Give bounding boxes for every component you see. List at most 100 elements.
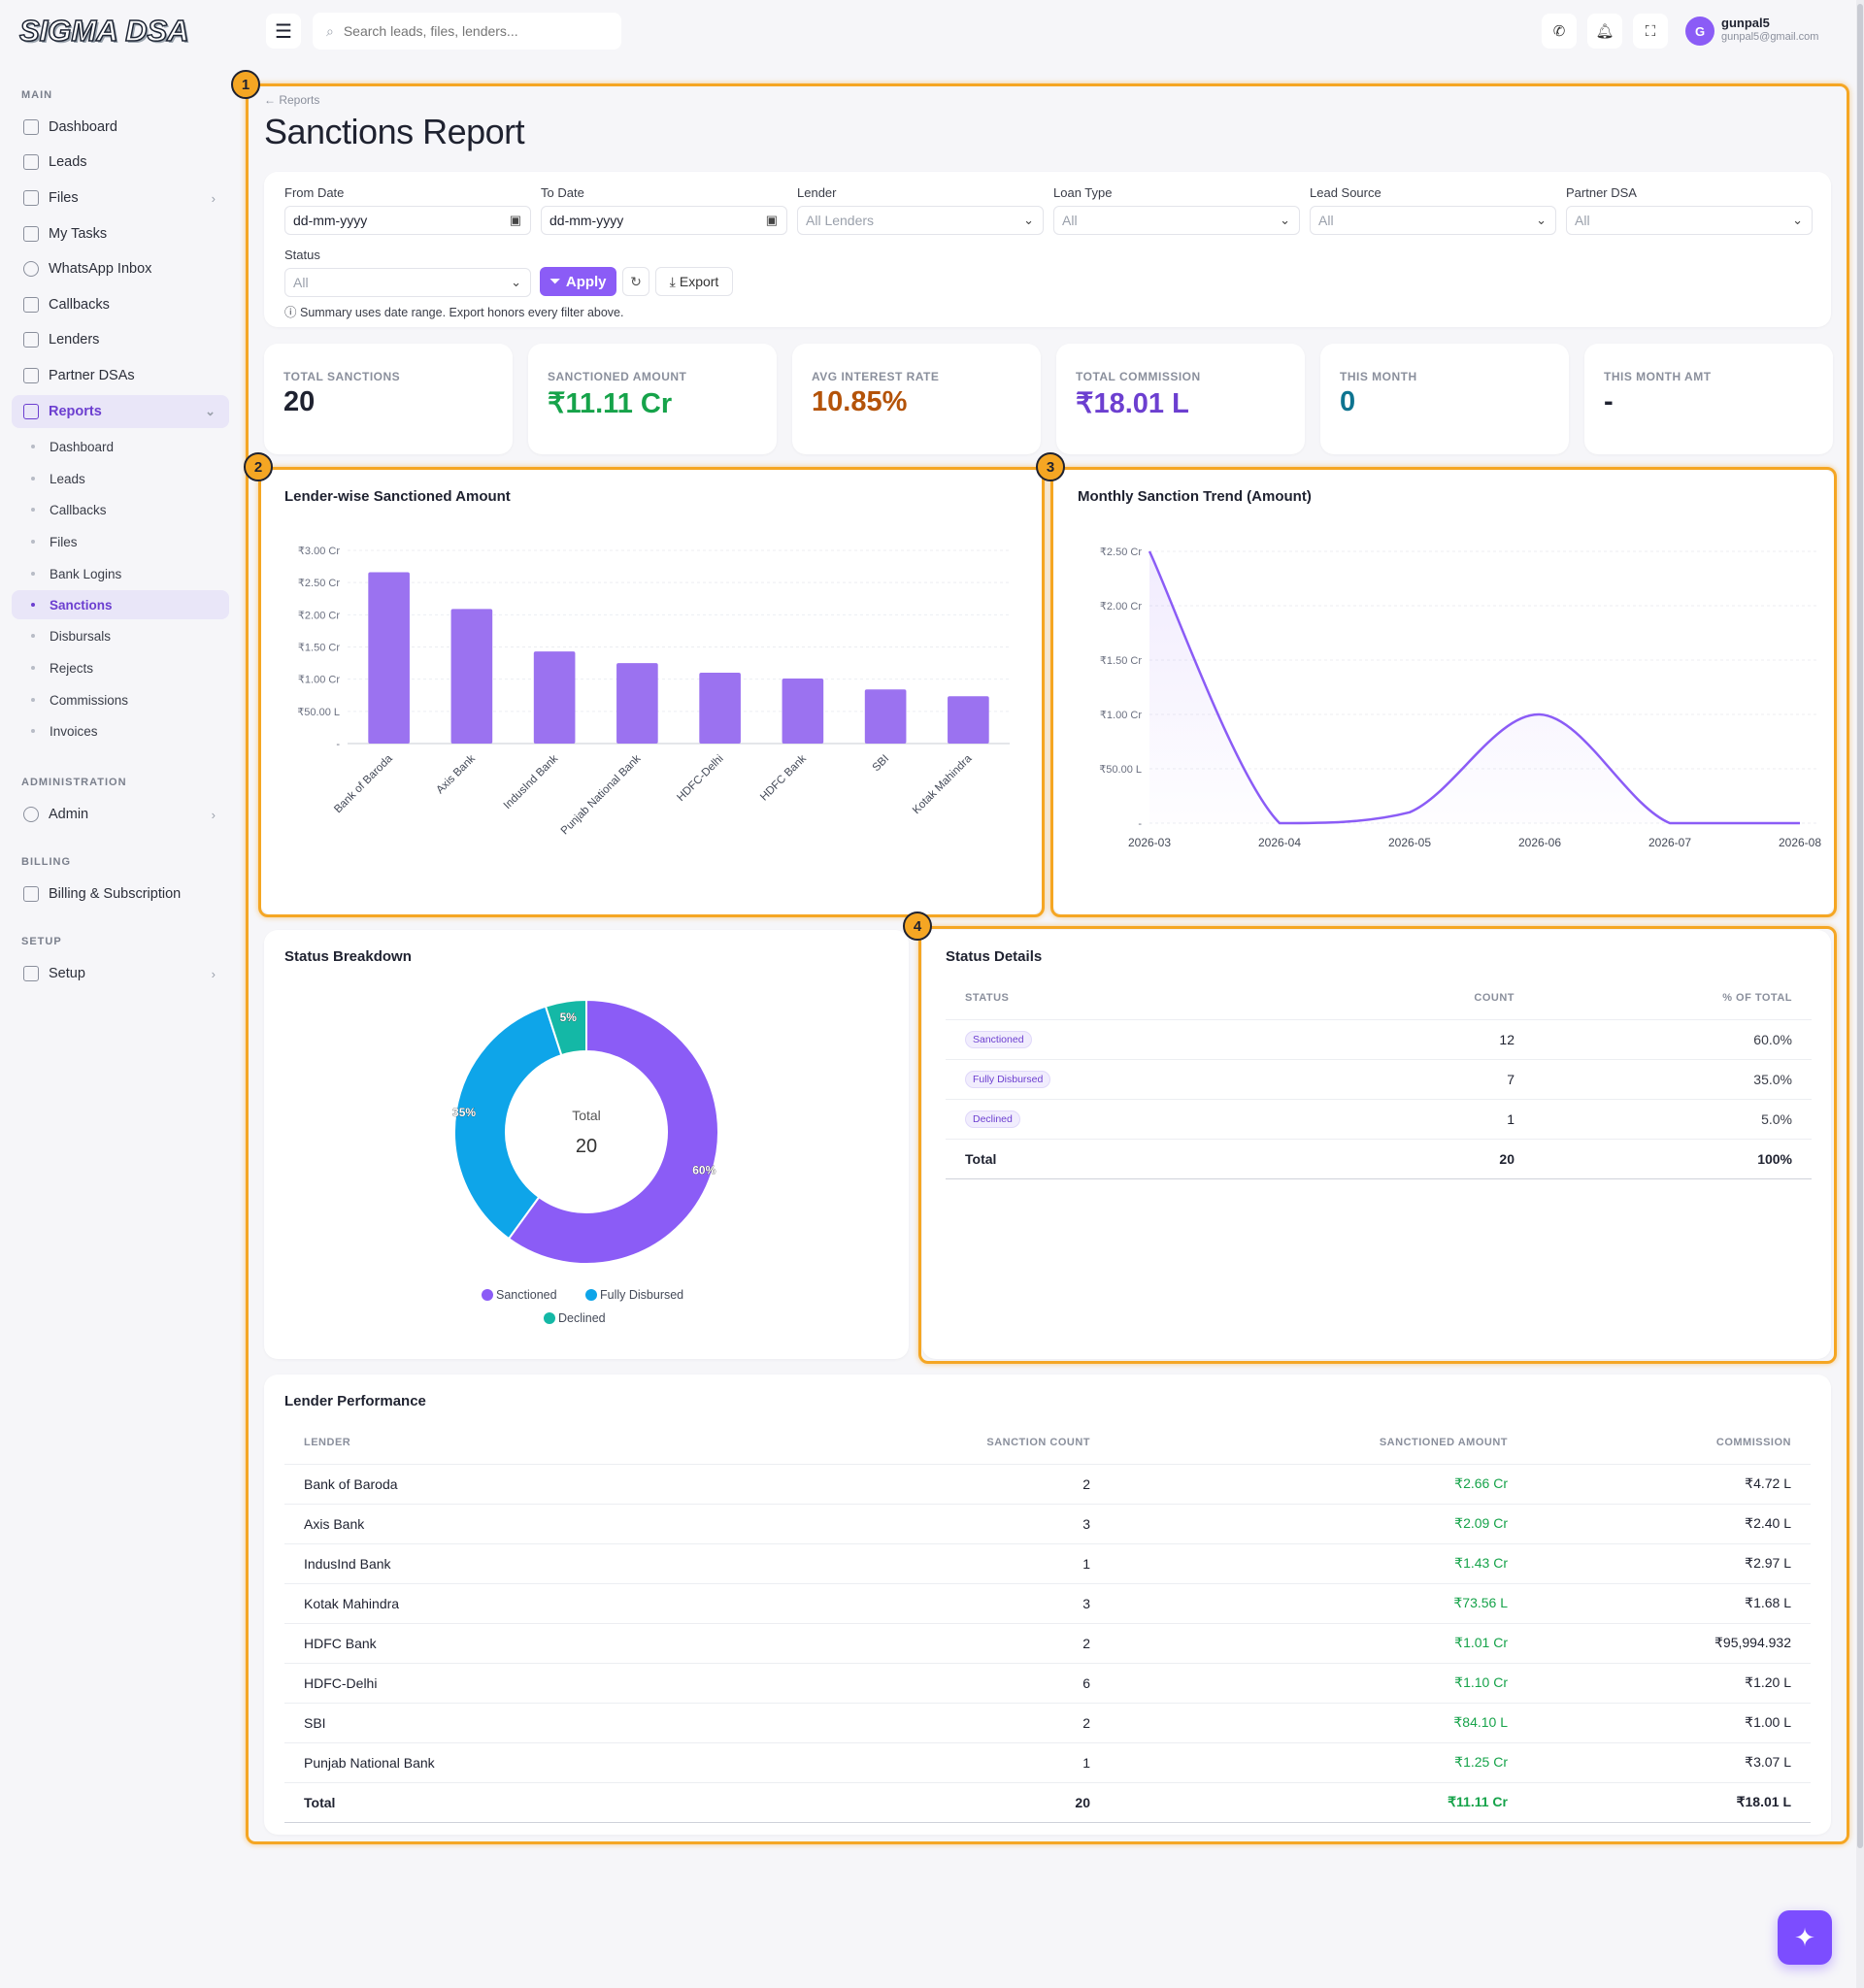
sidebar-item-files[interactable]: Files ›: [12, 182, 229, 215]
user-plus-icon: [23, 154, 39, 170]
y-tick-label: ₹2.00 Cr: [298, 610, 340, 621]
avatar[interactable]: G: [1685, 17, 1714, 46]
filter-note: ⓘ Summary uses date range. Export honors…: [284, 306, 624, 319]
export-button[interactable]: ⤓ Export: [655, 267, 733, 296]
trend-line[interactable]: [1148, 550, 1800, 825]
bar-sbi[interactable]: [864, 689, 907, 744]
status-count: 12: [1340, 1019, 1514, 1060]
apply-button[interactable]: ⏷ Apply: [540, 267, 616, 296]
sanction-count: 1: [780, 1742, 1090, 1783]
slice-sanctioned[interactable]: [507, 998, 719, 1265]
page-title: Sanctions Report: [264, 112, 525, 151]
ai-assistant-button[interactable]: ✦: [1778, 1910, 1832, 1965]
kpi-card-this-month: THIS MONTH 0: [1320, 344, 1569, 454]
total-count: 20: [780, 1782, 1090, 1823]
page-scrollbar[interactable]: [1856, 0, 1864, 1988]
bar-hdfc-delhi[interactable]: [699, 673, 741, 744]
lender-name: SBI: [284, 1703, 780, 1743]
sub-item-dashboard[interactable]: Dashboard: [12, 432, 229, 461]
bar-axis-bank[interactable]: [450, 609, 493, 744]
sidebar-item-partner-dsas[interactable]: Partner DSAs: [12, 359, 229, 392]
y-tick-label: ₹2.50 Cr: [1100, 547, 1142, 558]
lead-source-select[interactable]: All ⌄: [1310, 206, 1556, 235]
bar-indusind-bank[interactable]: [533, 651, 576, 744]
col-status: STATUS: [946, 977, 1340, 1020]
expand-icon: ⛶: [1645, 22, 1656, 40]
sidebar-item-setup[interactable]: Setup ›: [12, 957, 229, 990]
sanction-count: 2: [780, 1464, 1090, 1505]
sub-item-commissions[interactable]: Commissions: [12, 685, 229, 714]
reset-button[interactable]: ↻: [622, 267, 649, 296]
sub-item-callbacks[interactable]: Callbacks: [12, 495, 229, 524]
search-box[interactable]: ⌕: [313, 13, 621, 50]
table-row: HDFC Bank 2 ₹1.01 Cr ₹95,994.932: [284, 1623, 1811, 1664]
user-email: gunpal5@gmail.com: [1721, 31, 1819, 43]
sanction-count: 2: [780, 1703, 1090, 1743]
sanction-count: 2: [780, 1623, 1090, 1664]
bar-chart-title: Lender-wise Sanctioned Amount: [284, 488, 511, 505]
sidebar-item-my-tasks[interactable]: My Tasks: [12, 217, 229, 250]
col-count: COUNT: [1340, 977, 1514, 1020]
sub-item-invoices[interactable]: Invoices: [12, 716, 229, 746]
col-sanction-count: SANCTION COUNT: [780, 1421, 1090, 1465]
sidebar-item-whatsapp-inbox[interactable]: WhatsApp Inbox: [12, 252, 229, 285]
bar-bank-of-baroda[interactable]: [368, 572, 410, 744]
filter-icon: ⏷: [549, 274, 560, 288]
sanctioned-amount: ₹1.10 Cr: [1090, 1663, 1508, 1704]
sub-item-files[interactable]: Files: [12, 527, 229, 556]
partner-dsa-select[interactable]: All ⌄: [1566, 206, 1813, 235]
search-input[interactable]: [343, 23, 596, 39]
status-select[interactable]: All ⌄: [284, 268, 531, 297]
building-icon: [23, 332, 39, 348]
lender-select[interactable]: All Lenders ⌄: [797, 206, 1044, 235]
chevron-down-icon: ⌄: [511, 275, 521, 289]
status-label: Status: [284, 248, 320, 262]
sidebar-item-leads[interactable]: Leads: [12, 146, 229, 179]
lender-bar-chart: - ₹50.00 L ₹1.00 Cr ₹1.50 Cr ₹2.00 Cr ₹2.50 C…: [297, 546, 1010, 837]
sanctioned-amount: ₹73.56 L: [1090, 1583, 1508, 1624]
breadcrumb[interactable]: ← Reports: [264, 93, 320, 107]
col-lender: LENDER: [284, 1421, 780, 1465]
slice-declined[interactable]: [544, 998, 587, 1057]
sub-item-disbursals[interactable]: Disbursals: [12, 621, 229, 650]
sub-item-rejects[interactable]: Rejects: [12, 653, 229, 682]
trend-chart-title: Monthly Sanction Trend (Amount): [1078, 488, 1312, 505]
slice-label: 60%: [692, 1163, 716, 1176]
sidebar-item-lenders[interactable]: Lenders: [12, 323, 229, 356]
kpi-label: THIS MONTH: [1340, 370, 1417, 383]
commission: ₹3.07 L: [1508, 1742, 1811, 1783]
hamburger-icon: ☰: [275, 20, 292, 43]
lender-name: Axis Bank: [284, 1504, 780, 1544]
sub-item-sanctions[interactable]: Sanctions: [12, 590, 229, 619]
lender-name: HDFC Bank: [284, 1623, 780, 1664]
sidebar-item-dashboard[interactable]: Dashboard: [12, 111, 229, 144]
bar-kotak-mahindra[interactable]: [948, 696, 989, 744]
sub-item-leads[interactable]: Leads: [12, 464, 229, 493]
y-tick-label: ₹1.50 Cr: [298, 643, 340, 654]
loan-type-select[interactable]: All ⌄: [1053, 206, 1300, 235]
sidebar-item-callbacks[interactable]: Callbacks: [12, 288, 229, 321]
sub-item-bank-logins[interactable]: Bank Logins: [12, 559, 229, 588]
status-pct: 60.0%: [1514, 1019, 1812, 1060]
sidebar-item-billing[interactable]: Billing & Subscription: [12, 878, 229, 911]
bar-punjab-national-bank[interactable]: [616, 663, 658, 744]
y-tick-label: ₹1.00 Cr: [298, 675, 340, 686]
to-date-input[interactable]: dd-mm-yyyy ▣: [541, 206, 787, 235]
total-row: Total 20 ₹11.11 Cr ₹18.01 L: [284, 1782, 1811, 1823]
annotation-badge-2: 2: [244, 452, 273, 481]
whatsapp-button[interactable]: ✆: [1542, 14, 1577, 49]
menu-toggle-button[interactable]: ☰: [266, 14, 301, 49]
calendar-icon: ▣: [765, 213, 778, 227]
chevron-right-icon: ›: [211, 190, 216, 206]
sidebar-item-admin[interactable]: Admin ›: [12, 798, 229, 831]
slice-fully-disbursed[interactable]: [453, 1005, 563, 1241]
notifications-button[interactable]: 🔔︎: [1587, 14, 1622, 49]
slice-label: 5%: [560, 1011, 578, 1024]
commission: ₹1.00 L: [1508, 1703, 1811, 1743]
from-date-input[interactable]: dd-mm-yyyy ▣: [284, 206, 531, 235]
status-badge: Declined: [965, 1110, 1020, 1128]
sidebar-item-reports[interactable]: Reports ⌄: [12, 395, 229, 428]
bar-hdfc-bank[interactable]: [782, 679, 824, 744]
fullscreen-button[interactable]: ⛶: [1633, 14, 1668, 49]
lender-performance-table: LENDER SANCTION COUNT SANCTIONED AMOUNT …: [284, 1421, 1811, 1823]
